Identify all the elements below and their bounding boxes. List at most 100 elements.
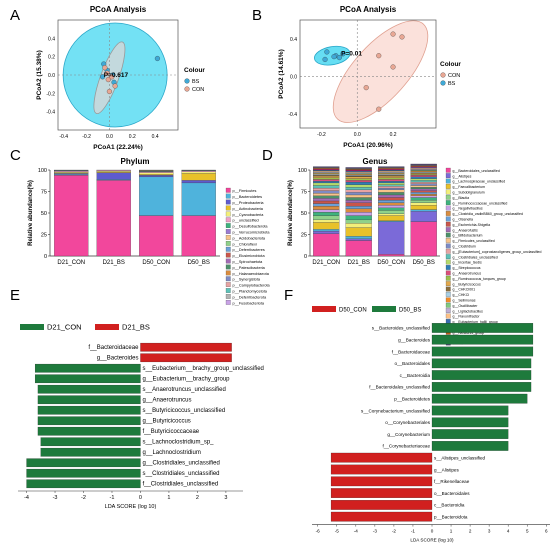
pcoa-a-title: PCoA Analysis: [90, 5, 147, 14]
genus-bar-segment: [410, 209, 437, 212]
genus-bar-segment: [410, 176, 437, 179]
genus-bar-segment: [410, 172, 437, 174]
genus-bar-segment: [345, 178, 372, 181]
phylum-legend-swatch: [225, 211, 231, 217]
genus-bar-segment: [313, 177, 340, 180]
genus-bar-segment: [345, 197, 372, 201]
phylum-legend-label: p__Acidobacteriota: [233, 236, 266, 240]
genus-bar-segment: [313, 230, 340, 234]
genus-bar-segment: [345, 168, 372, 170]
genus-bar-segment: [378, 202, 405, 206]
phylum-legend-swatch: [225, 258, 231, 264]
genus-bar-segment: [410, 170, 437, 172]
phylum-legend-label: p__Actinobacteria: [233, 207, 264, 211]
pcoa-b-point-con-5: [376, 106, 382, 112]
genus-legend-swatch: [445, 265, 451, 270]
lda-e-lda-bar: [37, 405, 141, 415]
genus-bar-segment: [410, 202, 437, 206]
genus-legend-label: g__Clostridia_vadinBB60_group_unclassifi…: [453, 212, 523, 216]
lda-e-bar-label: f__Butyricicoccaceae: [142, 429, 199, 435]
lda-e-lda-bar: [37, 416, 141, 426]
phylum-legend-label: p__Desulfobacterota: [233, 225, 269, 229]
phylum-legend-label: p__Deferribacterota: [233, 295, 267, 299]
pcoa-b-p-value: P=0.01: [341, 51, 362, 58]
pcoa-b-legend-title: Colour: [440, 61, 461, 68]
lda-e-x-tick-label: 2: [196, 495, 199, 501]
genus-legend-swatch: [445, 216, 451, 222]
pcoa-b-legend-swatch-bs: [440, 80, 446, 86]
lda-f-x-tick-label: -6: [316, 529, 321, 534]
phylum-legend-label: p__Elusimicrobiota: [233, 254, 266, 258]
lda-e-lda-bar: [40, 437, 141, 447]
pcoa-b-y-tick-label: -0.4: [288, 112, 297, 118]
pcoa-b-legend-swatch-con: [440, 72, 446, 78]
phylum-x-tick-label: D21_BS: [103, 260, 125, 266]
phylum-y-tick-label: 75: [41, 190, 47, 196]
panel-letter-d: D: [262, 147, 273, 164]
genus-bar-segment: [345, 175, 372, 178]
lda-e-bar-label: g__Butyricicoccus: [142, 419, 190, 425]
genus-bar-segment: [313, 169, 340, 171]
lda-f-x-tick-label: 5: [526, 529, 529, 534]
lda-f-bar-label: p__Bacteroidetes: [394, 397, 430, 402]
lda-e-bar-label: s__Lachnoclostridium_sp_: [142, 440, 214, 446]
genus-legend-label: g__Streptococcus: [453, 266, 481, 270]
panel-letter-c: C: [10, 147, 21, 164]
lda-f-x-tick-label: 0: [431, 529, 434, 534]
pcoa-b-point-bs-0: [324, 49, 330, 55]
genus-bar-segment: [345, 223, 372, 228]
genus-bar-segment: [345, 171, 372, 173]
lda-f-x-tick-label: 1: [450, 529, 453, 534]
genus-bar-segment: [378, 215, 405, 221]
lda-f-lda-bar: [431, 405, 509, 416]
pcoa-b-point-con-3: [390, 64, 396, 70]
genus-legend-label: g__Anaerofustis: [453, 228, 479, 232]
genus-bar-segment: [345, 170, 372, 172]
lda-e-x-tick-label: 0: [139, 495, 142, 501]
genus-x-tick-label: D21_CON: [312, 260, 340, 266]
phylum-legend-swatch: [225, 223, 231, 228]
genus-bar-segment: [313, 169, 340, 171]
genus-bar-segment: [313, 195, 340, 199]
phylum-legend-label: p__unclassified: [233, 219, 259, 223]
genus-legend-swatch: [445, 275, 451, 281]
phylum-bar-segment: [139, 176, 174, 216]
genus-bar-segment: [378, 254, 405, 257]
genus-bar-segment: [313, 200, 340, 204]
genus-bar-segment: [410, 169, 437, 171]
genus-y-tick-label: 100: [298, 168, 307, 174]
genus-bar-segment: [410, 181, 437, 184]
genus-bar-segment: [410, 174, 437, 176]
genus-legend-swatch: [445, 270, 451, 276]
genus-bar-segment: [313, 179, 340, 182]
genus-bar-segment: [313, 219, 340, 223]
genus-legend-swatch: [445, 189, 451, 195]
pcoa-a-point-con-3: [112, 83, 118, 89]
phylum-legend-swatch: [225, 276, 231, 282]
phylum-x-tick-label: D50_BS: [188, 260, 210, 266]
phylum-legend-label: p__Verrucomicrobiota: [233, 231, 271, 235]
genus-legend-swatch: [445, 243, 451, 249]
lda-e-lda-bar: [40, 447, 141, 457]
genus-legend-swatch: [445, 178, 451, 184]
lda-e-bar-label: g__Anaerotruncus: [142, 398, 191, 404]
lda-f-bar-label: o__Corynebacteriales: [385, 420, 430, 425]
genus-legend-label: g__Alistipes: [453, 174, 472, 178]
genus-legend-label: g__CHKCI: [453, 293, 470, 297]
genus-bar-segment: [378, 221, 405, 255]
genus-legend-swatch: [445, 297, 451, 303]
phylum-bar-segment: [181, 215, 216, 257]
lda-f-lda-bar: [431, 323, 534, 333]
genus-bar-segment: [410, 185, 437, 188]
phylum-legend-swatch: [225, 264, 231, 270]
genus-legend-label: g__Anaerotruncus: [453, 271, 482, 275]
genus-bar-segment: [378, 220, 405, 222]
genus-bar-segment: [378, 175, 405, 178]
lda-f-bar-label: s__Alistipes_unclassified: [434, 456, 486, 461]
genus-y-tick-label: 0: [304, 254, 307, 260]
genus-bar-segment: [378, 197, 405, 201]
phylum-bar-segment: [96, 169, 131, 171]
lda-f-lda-bar: [431, 441, 509, 451]
genus-bar-segment: [313, 174, 340, 176]
genus-legend-swatch: [445, 200, 451, 205]
